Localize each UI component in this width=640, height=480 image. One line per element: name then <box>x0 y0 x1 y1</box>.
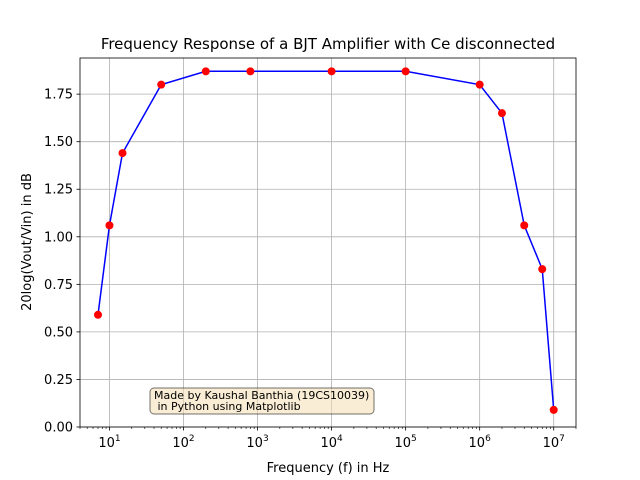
x-tick-label-base: 10 <box>172 436 189 451</box>
x-tick-label-base: 10 <box>98 436 115 451</box>
data-point <box>549 405 558 414</box>
axes: 101 102 103 104 105 106 1070.000.250.500.751.0… <box>44 88 577 451</box>
data-point <box>157 80 166 89</box>
x-tick-label-exponent: 3 <box>263 434 269 444</box>
x-tick-label: 102 <box>172 434 194 451</box>
y-tick-label: 0.00 <box>44 421 73 436</box>
data-point <box>105 221 114 230</box>
x-tick-label: 105 <box>394 434 416 451</box>
data-point <box>246 67 255 76</box>
series-group <box>93 67 558 414</box>
annotation-text-line: Made by Kaushal Banthia (19CS10039) <box>154 389 369 402</box>
y-tick-label: 0.50 <box>44 325 73 340</box>
x-tick-label-exponent: 4 <box>337 434 343 444</box>
data-point <box>497 109 506 118</box>
annotation-text-line: in Python using Matplotlib <box>154 400 301 413</box>
data-point <box>201 67 210 76</box>
annotation-background <box>149 387 375 415</box>
data-point <box>401 67 410 76</box>
y-tick-label: 1.75 <box>44 88 73 103</box>
x-tick-label-exponent: 2 <box>189 434 195 444</box>
y-tick-label: 1.25 <box>44 183 73 198</box>
x-tick-label: 104 <box>320 434 343 451</box>
chart-title: Frequency Response of a BJT Amplifier wi… <box>101 35 555 53</box>
x-tick-label: 103 <box>246 434 268 451</box>
annotation-box: Made by Kaushal Banthia (19CS10039) in P… <box>149 387 375 415</box>
x-tick-label-base: 10 <box>543 436 560 451</box>
x-tick-label-base: 10 <box>320 436 337 451</box>
x-tick-label: 106 <box>469 434 492 451</box>
y-tick-label: 1.00 <box>44 230 73 245</box>
y-tick-label: 0.75 <box>44 278 73 293</box>
x-tick-label-exponent: 7 <box>559 434 565 444</box>
x-tick-label-base: 10 <box>394 436 411 451</box>
y-axis-label: 20log(Vout/Vin) in dB <box>20 173 35 311</box>
data-point <box>520 221 529 230</box>
x-tick-label: 107 <box>543 434 565 451</box>
x-tick-label-exponent: 5 <box>411 434 417 444</box>
x-tick-label-exponent: 6 <box>485 434 491 444</box>
data-point <box>93 310 102 319</box>
x-tick-label-exponent: 1 <box>115 434 121 444</box>
data-point <box>118 149 127 158</box>
data-point <box>538 265 547 274</box>
data-point <box>327 67 336 76</box>
x-tick-label-base: 10 <box>246 436 263 451</box>
x-tick-label: 101 <box>98 434 120 451</box>
x-axis-label: Frequency (f) in Hz <box>267 461 390 476</box>
x-tick-label-base: 10 <box>469 436 486 451</box>
y-tick-label: 1.50 <box>44 135 73 150</box>
data-point <box>475 80 484 89</box>
y-tick-label: 0.25 <box>44 373 73 388</box>
